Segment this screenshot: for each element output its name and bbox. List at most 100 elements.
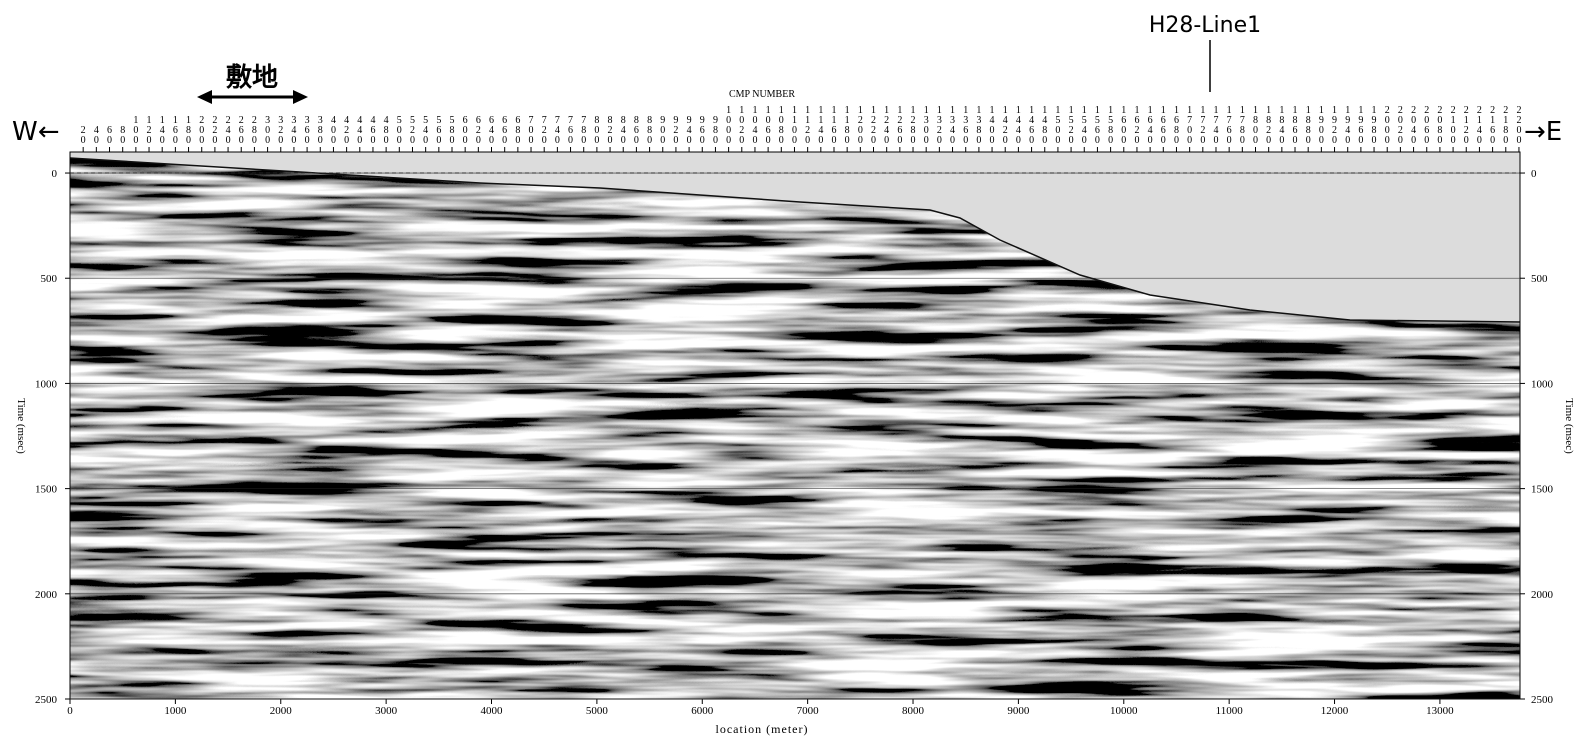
cmp-tick-label: 2040 bbox=[1408, 105, 1419, 145]
x-axis-label: location (meter) bbox=[716, 722, 809, 736]
cmp-tick-label: 200 bbox=[196, 115, 207, 145]
cmp-tick-label: 600 bbox=[460, 115, 471, 145]
cmp-tick-label: 1880 bbox=[1303, 105, 1314, 145]
cmp-tick-label: 1060 bbox=[763, 105, 774, 145]
cmp-tick-label: 2020 bbox=[1395, 105, 1406, 145]
cmp-tick-label: 1920 bbox=[1329, 105, 1340, 145]
cmp-tick-label: 500 bbox=[394, 115, 405, 145]
cmp-tick-label: 620 bbox=[473, 115, 484, 145]
cmp-tick-label: 980 bbox=[710, 115, 721, 145]
cmp-tick-label: 240 bbox=[223, 115, 234, 145]
cmp-tick-label: 1460 bbox=[1026, 105, 1037, 145]
cmp-tick-label: 1480 bbox=[1039, 105, 1050, 145]
x-tick-label: 13000 bbox=[1426, 705, 1454, 717]
water-column bbox=[70, 152, 1520, 322]
cmp-tick-label: 400 bbox=[328, 115, 339, 145]
cmp-tick-label: 120 bbox=[144, 115, 155, 145]
cmp-tick-label: 160 bbox=[170, 115, 181, 145]
cmp-tick-label: 1540 bbox=[1079, 105, 1090, 145]
cmp-tick-label: 900 bbox=[657, 115, 668, 145]
cmp-tick-label: 1720 bbox=[1197, 105, 1208, 145]
cmp-tick-label: 640 bbox=[486, 115, 497, 145]
cmp-tick-label: 2140 bbox=[1474, 105, 1485, 145]
cmp-tick-label: 440 bbox=[354, 115, 365, 145]
y-tick-label: 1000 bbox=[35, 378, 58, 390]
cmp-tick-label: 720 bbox=[539, 115, 550, 145]
x-tick-label: 12000 bbox=[1321, 705, 1349, 717]
cmp-tick-label: 480 bbox=[381, 115, 392, 145]
cmp-tick-label: 1800 bbox=[1250, 105, 1261, 145]
cmp-tick-label: 420 bbox=[341, 115, 352, 145]
cmp-tick-label: 1900 bbox=[1316, 105, 1327, 145]
cmp-tick-label: 1380 bbox=[973, 105, 984, 145]
cmp-tick-label: 460 bbox=[367, 115, 378, 145]
y-tick-label: 0 bbox=[52, 168, 58, 180]
cmp-tick-label: 800 bbox=[591, 115, 602, 145]
cmp-tick-label: 2120 bbox=[1461, 105, 1472, 145]
x-tick-label: 1000 bbox=[164, 705, 187, 717]
cmp-tick-label: 760 bbox=[565, 115, 576, 145]
y-axis-label: Time (msec) bbox=[15, 398, 27, 454]
cmp-tick-label: 680 bbox=[512, 115, 523, 145]
y-tick-label: 1500 bbox=[35, 484, 58, 496]
cmp-tick-label: 2200 bbox=[1513, 105, 1524, 145]
cmp-tick-label: 2080 bbox=[1434, 105, 1445, 145]
cmp-tick-label: 220 bbox=[209, 115, 220, 145]
cmp-tick-label: 1160 bbox=[828, 105, 839, 145]
cmp-tick-label: 1220 bbox=[868, 105, 879, 145]
cmp-tick-label: 840 bbox=[618, 115, 629, 145]
site-label: 敷地 bbox=[226, 62, 278, 93]
cmp-tick-label: 1360 bbox=[960, 105, 971, 145]
cmp-tick-label: 1940 bbox=[1342, 105, 1353, 145]
y2-axis-label: Time (msec) bbox=[1563, 398, 1575, 454]
site-arrow-head bbox=[293, 90, 308, 104]
cmp-tick-label: 1440 bbox=[1013, 105, 1024, 145]
cmp-tick-label: 1100 bbox=[789, 105, 800, 145]
cmp-tick-label: 140 bbox=[157, 115, 168, 145]
x-tick-label: 4000 bbox=[481, 705, 504, 717]
cmp-tick-label: 1000 bbox=[723, 105, 734, 145]
cmp-tick-label: 1640 bbox=[1145, 105, 1156, 145]
cmp-tick-label: 1500 bbox=[1052, 105, 1063, 145]
y-tick-label: 500 bbox=[41, 273, 58, 285]
cmp-tick-label: 780 bbox=[578, 115, 589, 145]
cmp-tick-label: 1020 bbox=[736, 105, 747, 145]
cmp-tick-label: 280 bbox=[249, 115, 260, 145]
cmp-tick-label: 1840 bbox=[1276, 105, 1287, 145]
y-tick-label: 2000 bbox=[35, 589, 58, 601]
cmp-tick-label: 940 bbox=[684, 115, 695, 145]
y2-tick-label: 2000 bbox=[1531, 589, 1554, 601]
cmp-tick-label: 960 bbox=[697, 115, 708, 145]
cmp-tick-label: 1520 bbox=[1066, 105, 1077, 145]
x-tick-label: 8000 bbox=[902, 705, 925, 717]
cmp-tick-label: 1320 bbox=[934, 105, 945, 145]
x-tick-label: 5000 bbox=[586, 705, 609, 717]
cmp-tick-label: 920 bbox=[670, 115, 681, 145]
cmp-tick-label: 2180 bbox=[1500, 105, 1511, 145]
cmp-tick-label: 520 bbox=[407, 115, 418, 145]
cmp-tick-label: 1180 bbox=[842, 105, 853, 145]
cmp-tick-label: 1660 bbox=[1158, 105, 1169, 145]
cmp-tick-label: 1120 bbox=[802, 105, 813, 145]
cmp-tick-label: 1200 bbox=[855, 105, 866, 145]
cmp-tick-label: 1240 bbox=[881, 105, 892, 145]
cmp-tick-label: 340 bbox=[288, 115, 299, 145]
cmp-tick-label: 1960 bbox=[1355, 105, 1366, 145]
cmp-tick-label: 740 bbox=[552, 115, 563, 145]
x-tick-label: 3000 bbox=[375, 705, 398, 717]
cmp-tick-label: 1680 bbox=[1171, 105, 1182, 145]
cmp-tick-label: 1080 bbox=[776, 105, 787, 145]
cmp-tick-label: 1600 bbox=[1118, 105, 1129, 145]
cmp-tick-label: 1620 bbox=[1131, 105, 1142, 145]
x-tick-label: 10000 bbox=[1110, 705, 1138, 717]
cmp-tick-label: 1740 bbox=[1210, 105, 1221, 145]
cmp-tick-label: 1580 bbox=[1105, 105, 1116, 145]
cmp-tick-label: 820 bbox=[605, 115, 616, 145]
cmp-tick-label: 300 bbox=[262, 115, 273, 145]
y2-tick-label: 2500 bbox=[1531, 694, 1554, 706]
y2-tick-label: 1000 bbox=[1531, 378, 1554, 390]
cmp-tick-label: 260 bbox=[236, 115, 247, 145]
cmp-tick-label: 1420 bbox=[1000, 105, 1011, 145]
cmp-tick-label: 1300 bbox=[921, 105, 932, 145]
